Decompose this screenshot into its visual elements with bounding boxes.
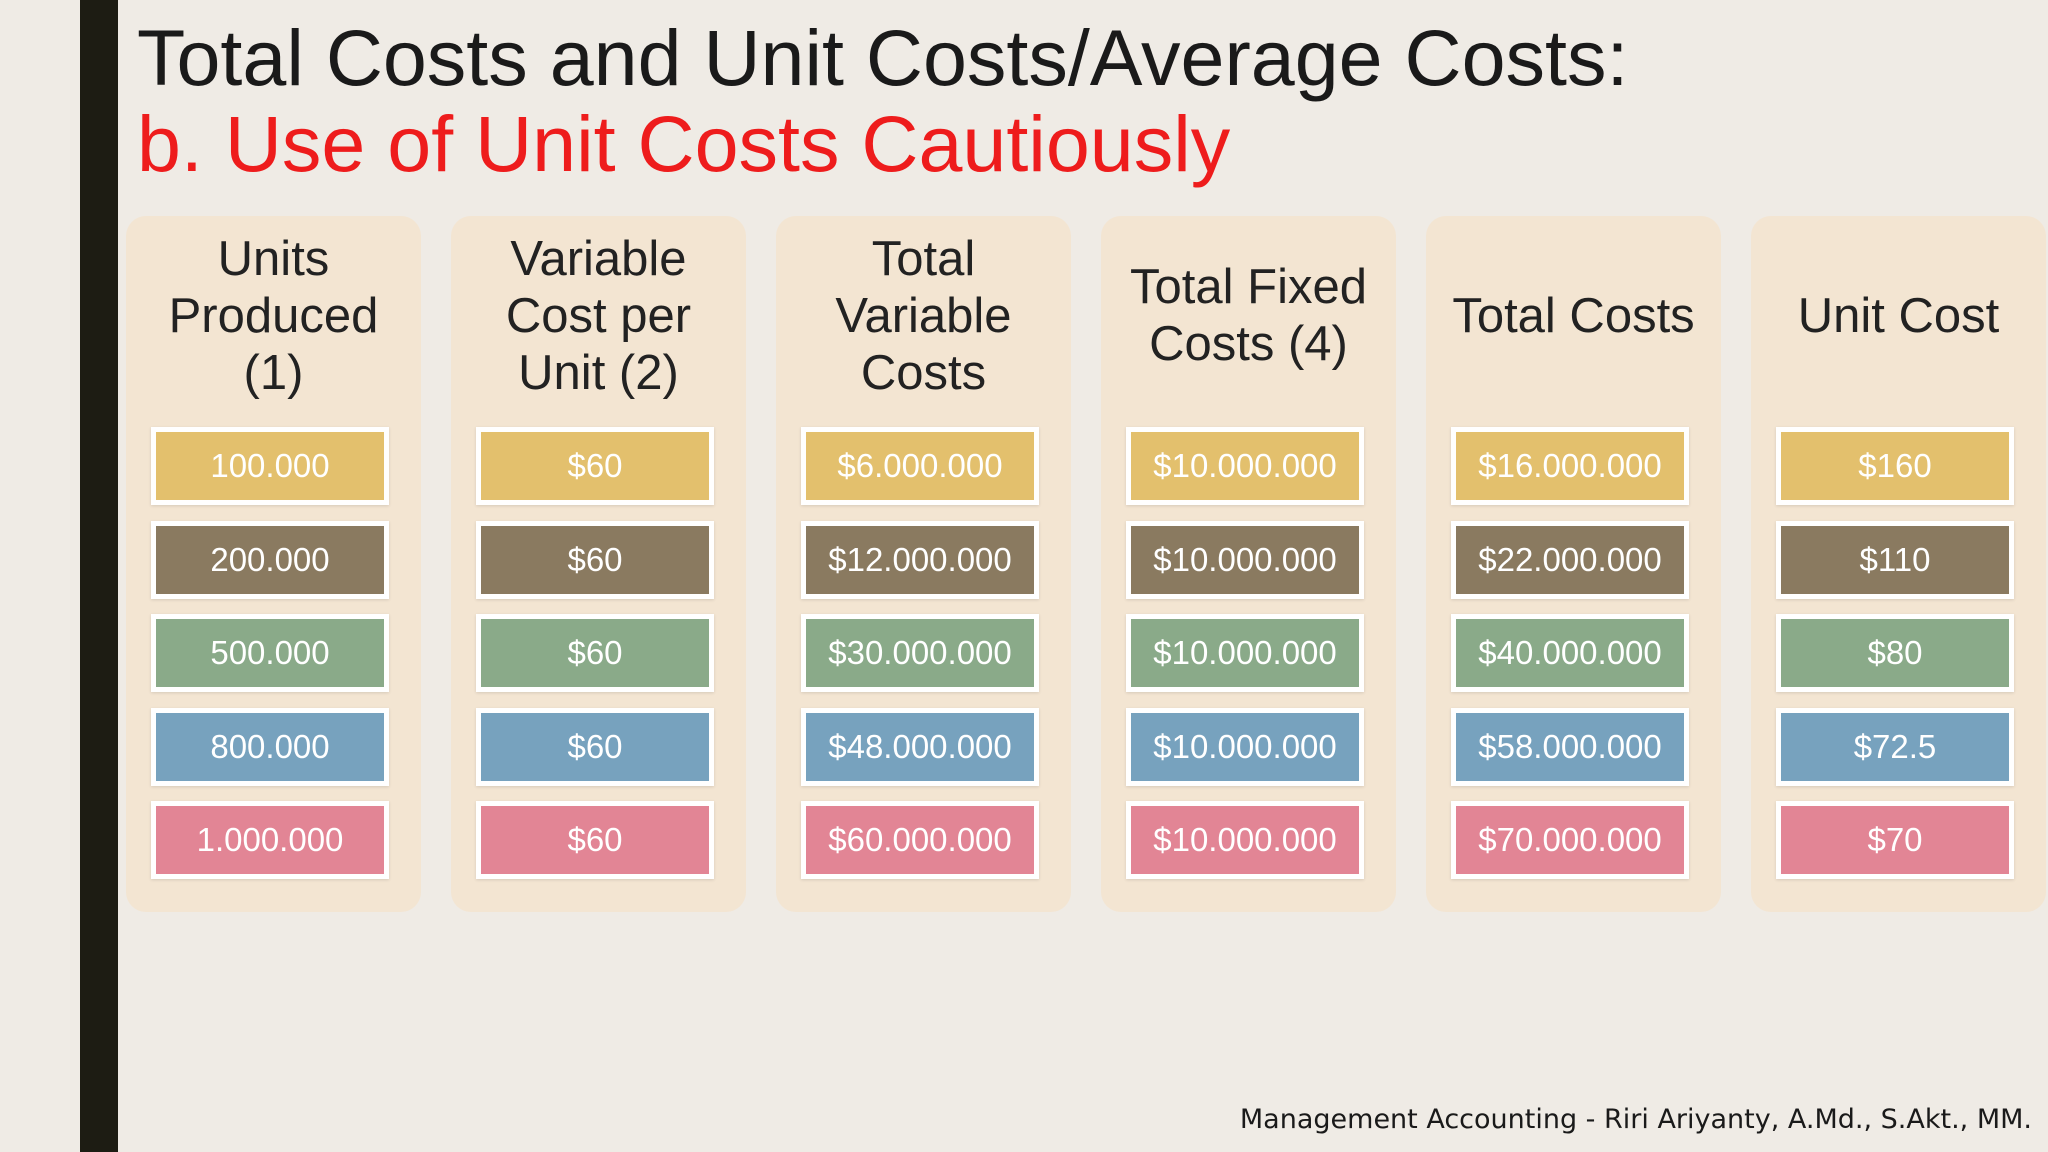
table-cell: $30.000.000 [801,614,1039,692]
table-cell: $40.000.000 [1451,614,1689,692]
table-cell: 100.000 [151,427,389,505]
table-cell: $12.000.000 [801,521,1039,599]
column-units-produced: Units Produced (1) 100.000 200.000 500.000 8… [126,216,421,912]
table-cell: $70 [1776,801,2014,879]
table-cell: $10.000.000 [1126,801,1364,879]
table-cell: $22.000.000 [1451,521,1689,599]
column-header: Unit Cost [1797,288,2000,343]
slide-subtitle: b. Use of Unit Costs Cautiously [137,99,1231,188]
table-cell: $60 [476,614,714,692]
cost-table: Units Produced (1) 100.000 200.000 500.000 8… [126,216,2048,916]
table-cell: $70.000.000 [1451,801,1689,879]
column-header: Total Variable Costs [835,231,1012,400]
table-cell: 1.000.000 [151,801,389,879]
table-cell: $60 [476,427,714,505]
table-cell: $58.000.000 [1451,708,1689,786]
column-variable-cost-per-unit: Variable Cost per Unit (2) $60 $60 $60 $60 $6… [451,216,746,912]
table-cell: $48.000.000 [801,708,1039,786]
table-cell: 200.000 [151,521,389,599]
column-header: Variable Cost per Unit (2) [505,231,692,400]
table-cell: 800.000 [151,708,389,786]
slide-title: Total Costs and Unit Costs/Average Costs… [137,13,1629,102]
slide-footer: Management Accounting - Riri Ariyanty, A… [1239,1104,2032,1135]
column-header: Total Fixed Costs (4) [1130,260,1367,371]
table-cell: $60 [476,801,714,879]
column-unit-cost: Unit Cost $160 $110 $80 $72.5 $70 [1751,216,2046,912]
table-cell: $72.5 [1776,708,2014,786]
table-cell: $160 [1776,427,2014,505]
column-total-variable-costs: Total Variable Costs $6.000.000 $12.000.00… [776,216,1071,912]
column-total-costs: Total Costs $16.000.000 $22.000.000 $40.000… [1426,216,1721,912]
table-cell: $10.000.000 [1126,614,1364,692]
table-cell: $80 [1776,614,2014,692]
table-cell: $10.000.000 [1126,427,1364,505]
column-header: Units Produced (1) [168,231,379,400]
table-cell: 500.000 [151,614,389,692]
table-cell: $10.000.000 [1126,521,1364,599]
table-cell: $60.000.000 [801,801,1039,879]
table-cell: $16.000.000 [1451,427,1689,505]
table-cell: $60 [476,708,714,786]
left-accent-bar [80,0,118,1152]
table-cell: $6.000.000 [801,427,1039,505]
column-header: Total Costs [1452,288,1695,343]
table-cell: $110 [1776,521,2014,599]
column-total-fixed-costs: Total Fixed Costs (4) $10.000.000 $10.000.… [1101,216,1396,912]
table-cell: $10.000.000 [1126,708,1364,786]
table-cell: $60 [476,521,714,599]
